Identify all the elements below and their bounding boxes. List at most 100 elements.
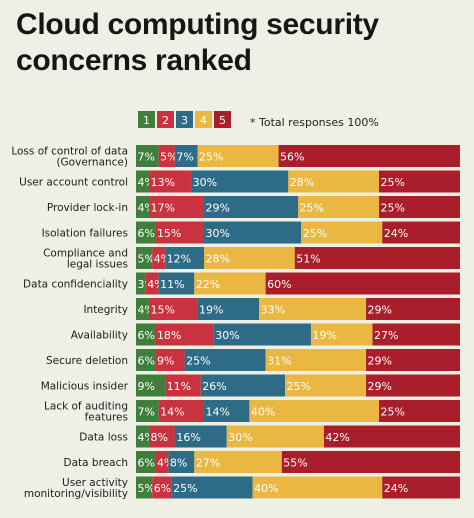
bar-segment [148,196,205,218]
bar-segment [288,170,379,193]
bar-segment [145,272,159,295]
bar-segment [379,170,460,193]
bar-segment [136,374,166,397]
bar-segment [148,170,192,193]
bar-value-label: 12% [167,253,191,266]
bar-value-label: 6% [138,457,155,470]
bar-segment [366,349,460,371]
bar-value-label: 14% [160,406,184,419]
bar-segment [366,298,460,320]
bar-value-label: 25% [381,176,405,189]
bar-segment [382,476,460,499]
bar-value-label: 14% [206,406,230,419]
bar-value-label: 7% [138,406,155,419]
legend-swatch-3 [176,111,193,128]
bar-segment [298,196,379,218]
bar-value-label: 25% [186,355,210,368]
bar-segment [285,374,367,397]
bar-value-label: 25% [173,482,197,495]
bar-value-label: 24% [384,482,408,495]
category-label: User activity monitoring/visibility [24,477,128,500]
bar-segment [249,400,379,422]
bar-segment [191,170,289,193]
bar-segment [165,247,205,269]
bar-segment [155,323,214,346]
bar-value-label: 8% [150,431,167,444]
legend-swatch-1 [138,111,155,128]
bar-segment [136,145,159,167]
bar-value-label: 51% [296,253,320,266]
bar-segment [155,349,185,371]
bar-value-label: 29% [206,202,230,215]
bar-value-label: 19% [312,329,336,342]
bar-value-label: 29% [368,355,392,368]
bar-value-label: 28% [206,253,230,266]
bar-segment [213,323,311,346]
bar-segment [171,476,253,499]
bar-value-label: 27% [374,329,398,342]
category-label: Integrity [83,304,128,316]
bar-segment [158,145,175,167]
category-label: Compliance and legal issues [43,248,128,271]
total-responses-note: * Total responses 100% [250,116,379,129]
bar-value-label: 5% [138,253,155,266]
bar-value-label: 30% [206,227,230,240]
bar-value-label: 15% [157,227,181,240]
bar-value-label: 25% [381,406,405,419]
bar-segment [136,451,156,473]
bar-segment [158,400,205,422]
category-label: Loss of control of data (Governance) [11,146,128,169]
bar-value-label: 5% [160,151,177,164]
legend-swatch-2 [157,111,174,128]
bar-segment [136,349,156,371]
bar-segment [301,221,383,244]
bar-value-label: 8% [170,457,187,470]
category-label: Malicious insider [41,381,129,393]
bar-value-label: 6% [154,482,171,495]
category-label: Provider lock-in [47,202,128,214]
bar-segment [155,451,169,473]
bar-value-label: 25% [381,202,405,215]
bar-segment [379,196,460,218]
category-label: Isolation failures [42,228,128,240]
legend-label-5: 5 [219,114,226,127]
bar-segment [136,247,153,269]
bar-segment [204,247,295,269]
bar-segment [323,425,460,448]
bar-segment [204,221,302,244]
bar-value-label: 25% [199,151,223,164]
bar-segment [382,221,460,244]
legend-swatch-5 [214,111,231,128]
bars: 7% 5%7% 25% 56%4%13% 30% 28% 25%4%17% 29% 25% 25%… [136,145,460,499]
chart-title-line-1: Cloud computing security [16,8,379,41]
bar-value-label: 7% [138,151,155,164]
bar-segment [197,298,260,320]
bar-segment [136,221,156,244]
bar-segment [136,298,149,320]
bar-value-label: 16% [176,431,200,444]
bar-segment [136,272,146,295]
bar-value-label: 5% [138,482,155,495]
bar-value-label: 11% [167,380,191,393]
category-label: Lack of auditing features [44,401,128,424]
bar-value-label: 6% [138,329,155,342]
bar-value-label: 25% [303,227,327,240]
bar-segment [372,323,460,346]
chart-title-line-2: concerns ranked [16,44,252,77]
bar-value-label: 17% [150,202,174,215]
category-label: Data breach [64,457,128,469]
bar-segment [204,196,298,218]
bar-value-label: 27% [196,457,220,470]
bar-value-label: 19% [199,304,223,317]
bar-value-label: 9% [138,380,155,393]
bar-value-label: 13% [150,176,174,189]
legend-label-3: 3 [181,114,188,127]
bar-value-label: 25% [287,380,311,393]
category-label: Availability [71,330,128,342]
bar-segment [184,349,266,371]
bar-value-label: 15% [150,304,174,317]
bar-segment [200,374,286,397]
category-label: Secure deletion [46,355,128,367]
